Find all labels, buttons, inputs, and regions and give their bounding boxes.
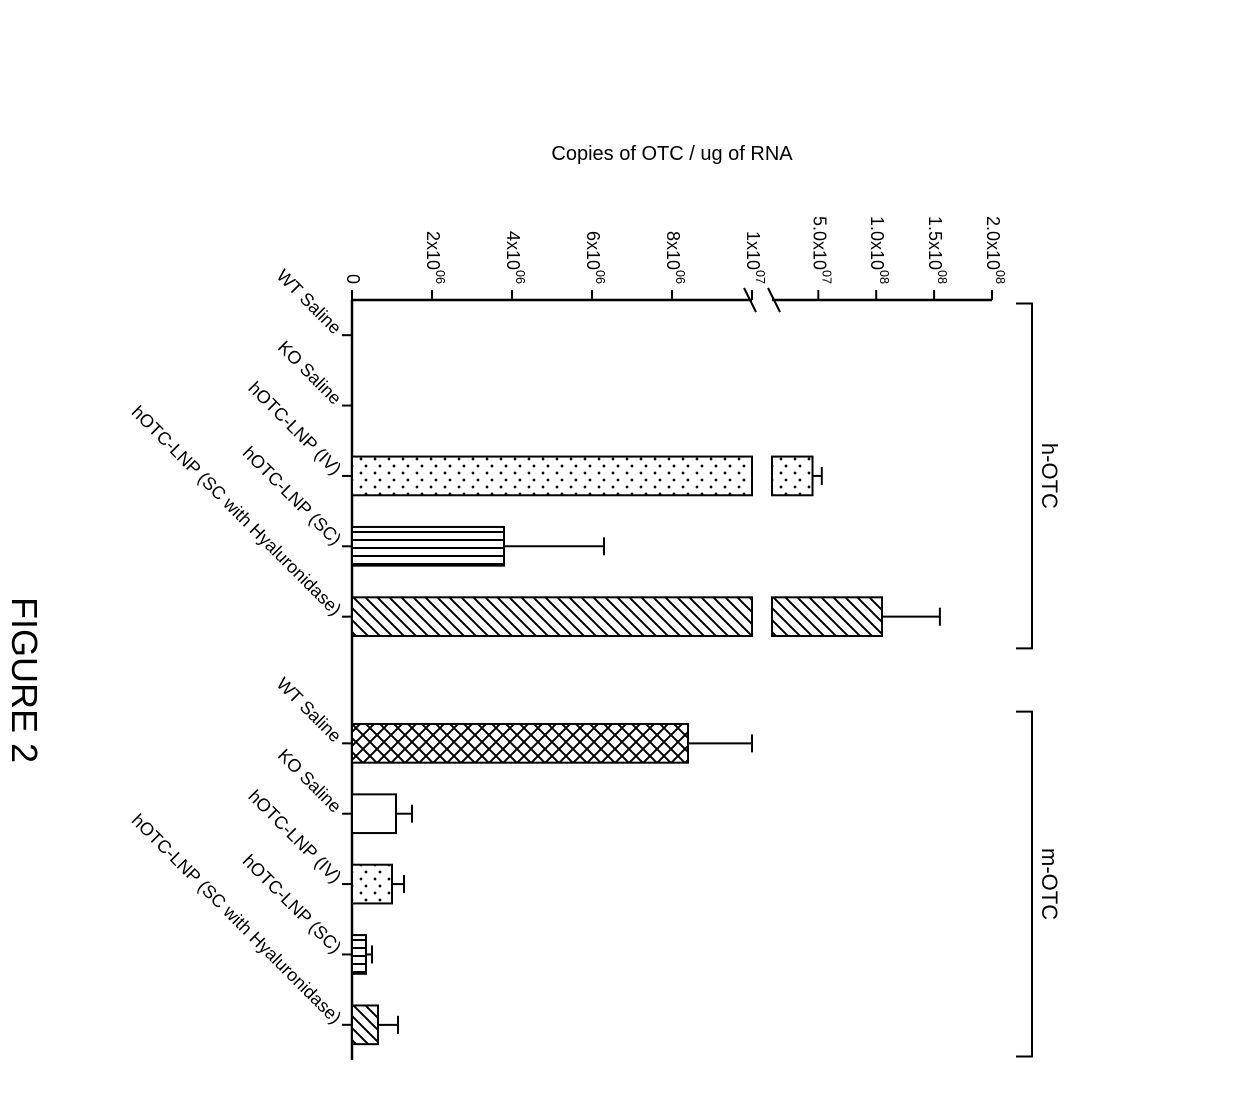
x-tick-label: KO Saline (274, 745, 345, 816)
bar (352, 1005, 378, 1044)
x-tick-label: KO Saline (274, 337, 345, 408)
bar-lower-seg (352, 597, 752, 636)
group-label: m-OTC (1037, 848, 1062, 920)
y-tick-label: 1.5x1008 (925, 216, 948, 284)
group-bracket (1016, 712, 1032, 1057)
bar-lower-seg (352, 457, 752, 496)
group-label: h-OTC (1037, 443, 1062, 509)
y-axis-label: Copies of OTC / ug of RNA (551, 143, 793, 165)
bar-upper-seg (772, 597, 882, 636)
x-tick-label: WT Saline (273, 674, 346, 747)
bar (352, 527, 504, 566)
bar (352, 794, 396, 833)
y-tick-label: 0 (343, 274, 363, 284)
y-tick-label: 4x1006 (503, 231, 526, 284)
y-tick-label: 1.0x1008 (867, 216, 890, 284)
bar-upper-seg (772, 457, 813, 496)
chart-svg: 0 2x1006 4x1006 6x1006 8x1006 1x1007 5.0x1007 1… (0, 0, 1112, 1112)
figure-label: FIGURE 2 (4, 597, 45, 763)
y-tick-label: 8x1006 (663, 231, 686, 284)
y-tick-label: 5.0x1007 (810, 216, 833, 284)
y-tick-label: 6x1006 (583, 231, 606, 284)
x-tick-label: WT Saline (273, 265, 346, 338)
y-tick-label: 2.0x1008 (983, 216, 1006, 284)
bar (352, 935, 366, 974)
group-bracket (1016, 304, 1032, 649)
y-tick-label: 1x1007 (743, 231, 766, 284)
bar (352, 724, 688, 763)
y-tick-label: 2x1006 (423, 231, 446, 284)
bar (352, 865, 392, 904)
chart-root: 0 2x1006 4x1006 6x1006 8x1006 1x1007 5.0x1007 1… (0, 0, 1112, 1112)
